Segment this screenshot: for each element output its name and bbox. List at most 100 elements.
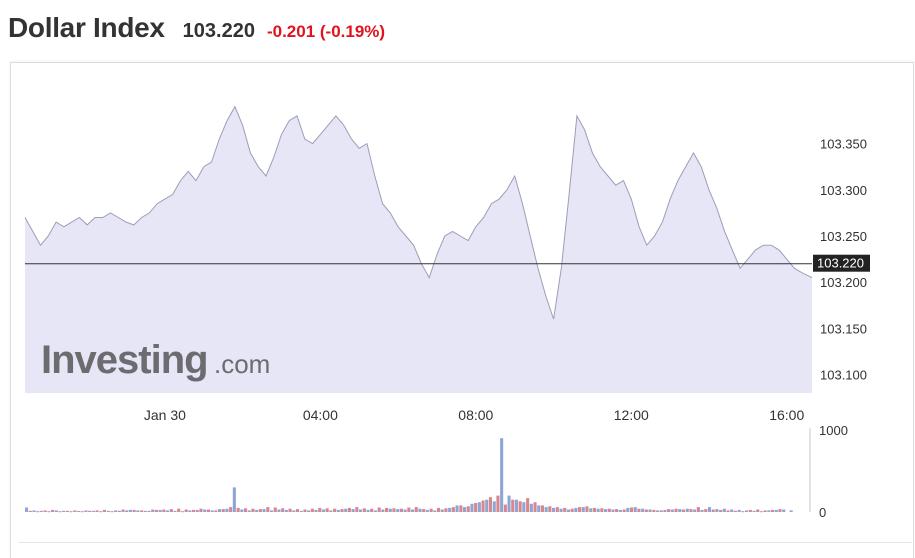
volume-bar-up: [84, 510, 88, 512]
volume-bar-up: [589, 508, 593, 512]
volume-bar-down: [43, 510, 47, 512]
volume-bar-up: [284, 509, 288, 512]
chart-panel[interactable]: 103.100 103.150 103.200 103.250 103.300 103.3…: [10, 62, 914, 558]
volume-bar-down: [36, 511, 40, 513]
volume-bar-up: [373, 510, 377, 512]
volume-bar-up: [463, 507, 467, 512]
volume-bar-down: [437, 507, 441, 512]
watermark-brand: Investing: [41, 338, 208, 382]
volume-bar-down: [474, 503, 478, 512]
volume-bar-down: [540, 505, 544, 512]
volume-bar-up: [292, 510, 296, 512]
time-tick-label: 04:00: [303, 407, 338, 423]
volume-bar-down: [95, 510, 99, 512]
volume-bar-down: [154, 509, 158, 512]
volume-bar-down: [236, 507, 240, 512]
volume-bar-down: [741, 511, 745, 513]
volume-bar-up: [225, 508, 229, 512]
volume-bars: [25, 438, 793, 513]
price-tick-label: 103.300: [820, 183, 867, 198]
volume-bar-up: [299, 510, 303, 512]
volume-bar-down: [667, 509, 671, 512]
volume-bar-down: [281, 508, 285, 512]
volume-bar-up: [433, 510, 437, 512]
volume-bar-down: [756, 509, 760, 512]
volume-bar-down: [192, 509, 196, 512]
volume-bar-down: [147, 510, 151, 512]
volume-bar-down: [169, 509, 173, 512]
volume-bar-down: [763, 510, 767, 512]
volume-bar-down: [622, 509, 626, 512]
volume-bar-up: [166, 510, 170, 512]
volume-bar-up: [574, 507, 578, 512]
volume-bar-down: [206, 509, 210, 512]
volume-bar-down: [88, 510, 92, 512]
volume-bar-down: [733, 510, 737, 512]
volume-bar-up: [336, 509, 340, 512]
volume-bar-up: [143, 510, 147, 512]
volume-bar-down: [258, 509, 262, 512]
volume-bar-down: [407, 507, 411, 512]
price-area: [25, 106, 812, 393]
volume-bar-up: [767, 510, 771, 512]
volume-bar-up: [663, 509, 667, 512]
volume-bar-down: [28, 510, 32, 512]
volume-bar-up: [722, 508, 726, 512]
volume-bar-down: [221, 509, 225, 512]
volume-bar-up: [759, 511, 763, 513]
volume-bar-down: [140, 510, 144, 512]
volume-bar-up: [99, 511, 103, 513]
volume-bar-up: [507, 495, 511, 512]
volume-bar-up: [700, 509, 704, 512]
volume-bar-down: [288, 508, 292, 512]
volume-bar-down: [251, 508, 255, 512]
volume-bar-down: [132, 509, 136, 512]
volume-bar-up: [351, 509, 355, 512]
quote-header: Dollar Index 103.220 -0.201 (-0.19%): [8, 12, 385, 52]
volume-bar-down: [125, 510, 129, 512]
volume-bar-down: [696, 507, 700, 512]
instrument-title: Dollar Index: [8, 12, 165, 43]
volume-bar-up: [626, 507, 630, 512]
price-tick-label: 103.100: [820, 368, 867, 383]
volume-bar-down: [511, 499, 515, 512]
volume-bar-up: [381, 509, 385, 512]
price-tick-label: 103.200: [820, 275, 867, 290]
volume-bar-down: [503, 504, 507, 512]
volume-bar-up: [69, 511, 73, 513]
volume-bar-up: [544, 507, 548, 512]
volume-bar-down: [385, 507, 389, 512]
price-axis: 103.100 103.150 103.200 103.250 103.300 103.3…: [820, 137, 867, 383]
volume-bar-up: [678, 509, 682, 512]
volume-bar-up: [270, 510, 274, 512]
volume-bar-down: [719, 509, 723, 512]
volume-bar-down: [184, 509, 188, 512]
volume-bar-down: [488, 497, 492, 512]
volume-bar-up: [641, 508, 645, 512]
volume-bar-down: [644, 509, 648, 512]
volume-bar-down: [422, 509, 426, 512]
volume-bar-down: [748, 509, 752, 512]
price-tick-label: 103.250: [820, 229, 867, 244]
volume-bar-down: [615, 509, 619, 512]
volume-bar-down: [592, 507, 596, 512]
volume-bar-up: [210, 510, 214, 512]
volume-bar-down: [392, 508, 396, 512]
volume-bar-up: [685, 508, 689, 512]
volume-bar-up: [485, 499, 489, 512]
volume-bar-up: [477, 502, 481, 512]
volume-bar-down: [451, 507, 455, 512]
volume-bar-down: [637, 508, 641, 512]
volume-bar-up: [329, 510, 333, 512]
price-chart[interactable]: 103.100 103.150 103.200 103.250 103.300 103.3…: [11, 63, 913, 558]
volume-bar-down: [652, 509, 656, 512]
volume-bar-down: [325, 508, 329, 512]
volume-bar-up: [62, 510, 66, 512]
volume-bar-up: [277, 509, 281, 512]
volume-bar-up: [552, 507, 556, 512]
volume-tick-label: 0: [819, 505, 826, 520]
volume-bar-down: [630, 507, 634, 512]
volume-bar-up: [247, 510, 251, 512]
watermark-suffix: .com: [214, 349, 270, 379]
volume-bar-up: [789, 510, 793, 512]
